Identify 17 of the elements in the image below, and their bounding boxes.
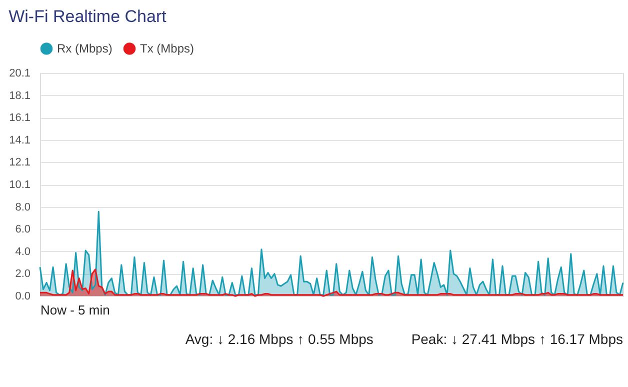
y-tick-label: 10.1 xyxy=(9,179,30,191)
y-tick-label: 20.1 xyxy=(9,68,30,80)
legend-label: Tx (Mbps) xyxy=(140,42,194,56)
text: Avg: ↓ 2.16 Mbps ↑ 0.55 Mbps xyxy=(185,331,374,347)
y-tick-label: 16.1 xyxy=(9,112,30,124)
text: Peak: ↓ 27.41 Mbps ↑ 16.17 Mbps xyxy=(411,331,623,347)
y-tick-label: 6.0 xyxy=(15,224,30,236)
y-tick-label: 4.0 xyxy=(15,246,30,258)
chart-title: Wi-Fi Realtime Chart xyxy=(8,7,167,26)
y-tick-label: 0.0 xyxy=(15,290,30,302)
legend-label: Rx (Mbps) xyxy=(57,42,112,56)
y-tick-label: 2.0 xyxy=(15,268,30,280)
y-tick-label: 14.1 xyxy=(9,134,30,146)
y-tick-label: 18.1 xyxy=(9,90,30,102)
y-tick-label: 12.1 xyxy=(9,156,30,169)
x-axis-title: Now - 5 min xyxy=(40,302,110,318)
y-tick-label: 8.0 xyxy=(15,201,30,214)
